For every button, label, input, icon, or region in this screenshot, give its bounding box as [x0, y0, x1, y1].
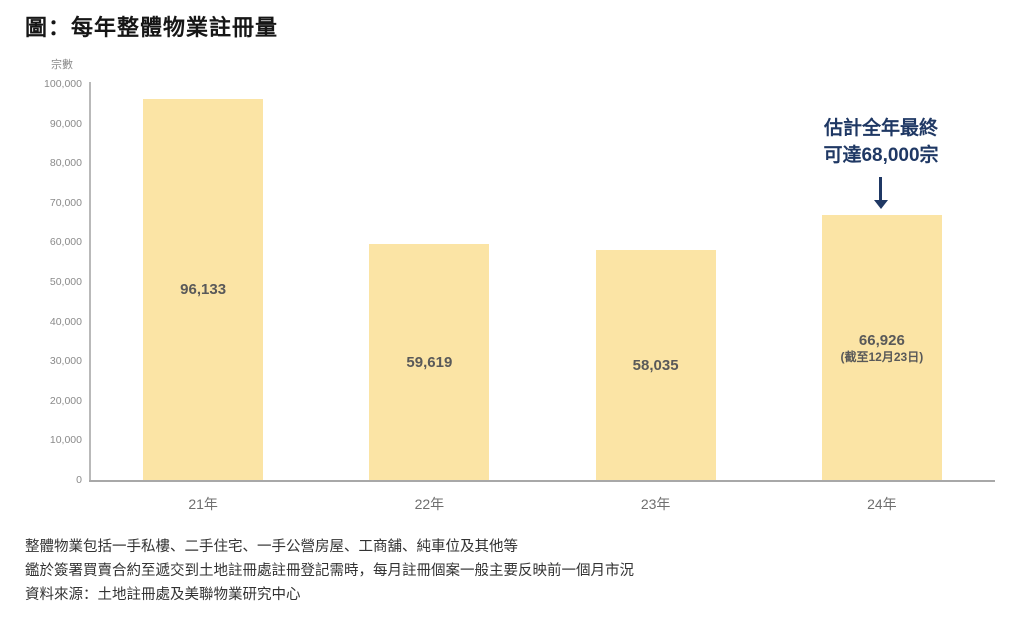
y-tick-label: 20,000 — [49, 394, 82, 407]
y-tick-label: 30,000 — [49, 355, 82, 368]
y-tick-label: 40,000 — [49, 315, 82, 328]
y-tick-label: 80,000 — [49, 157, 82, 170]
annotation-line-1: 估計全年最終 — [823, 118, 938, 139]
bar-value-label: 66,926 — [858, 331, 905, 349]
bar-21年: 96,133 — [143, 99, 264, 480]
footnote-source: 資料來源：土地註冊處及美聯物業研究中心 — [25, 587, 301, 603]
page-title: 圖：每年整體物業註冊量 — [25, 15, 279, 40]
x-tick-label-23年: 23年 — [640, 496, 671, 512]
y-tick-label: 100,000 — [44, 78, 82, 90]
footnotes: 整體物業包括一手私樓、二手住宅、一手公營房屋、工商舖、純車位及其他等 鑑於簽署買… — [25, 535, 1005, 607]
y-tick-label: 70,000 — [49, 196, 82, 209]
y-tick-label: 0 — [76, 474, 82, 486]
bar-22年: 59,619 — [369, 244, 490, 480]
bar-value-label: 59,619 — [406, 353, 453, 371]
estimate-annotation: 估計全年最終 可達68,000宗 — [771, 115, 991, 169]
bar-23年: 58,035 — [595, 250, 716, 480]
footnote-scope: 整體物業包括一手私樓、二手住宅、一手公營房屋、工商舖、純車位及其他等 — [25, 539, 518, 555]
arrow-down-icon — [879, 177, 882, 201]
annotation-line-2: 可達68,000宗 — [823, 145, 939, 166]
x-tick-label-21年: 21年 — [188, 496, 218, 512]
y-tick-label: 50,000 — [49, 276, 82, 288]
y-axis-title: 宗數 — [51, 59, 73, 71]
y-tick-label: 10,000 — [49, 434, 82, 447]
arrow-down-head-icon — [873, 200, 888, 209]
bar-chart: 宗數 100,000 90,000 80,000 70,000 60,000 50,000… — [44, 59, 995, 512]
y-tick-label: 60,000 — [49, 236, 82, 249]
x-tick-label-22年: 22年 — [414, 496, 445, 512]
x-tick-label-24年: 24年 — [867, 496, 897, 512]
y-axis-line — [89, 82, 91, 481]
bar-value-label: 58,035 — [632, 356, 679, 374]
bar-value-sublabel: (截至12月23日) — [840, 349, 924, 364]
x-axis-line — [89, 480, 995, 482]
footnote-timing: 鑑於簽署買賣合約至遞交到土地註冊處註冊登記需時，每月註冊個案一般主要反映前一個月… — [25, 563, 634, 579]
bar-value-label: 96,133 — [180, 281, 227, 298]
y-tick-label: 90,000 — [49, 117, 82, 130]
bar-24年: 66,926 (截至12月23日) — [821, 215, 942, 480]
